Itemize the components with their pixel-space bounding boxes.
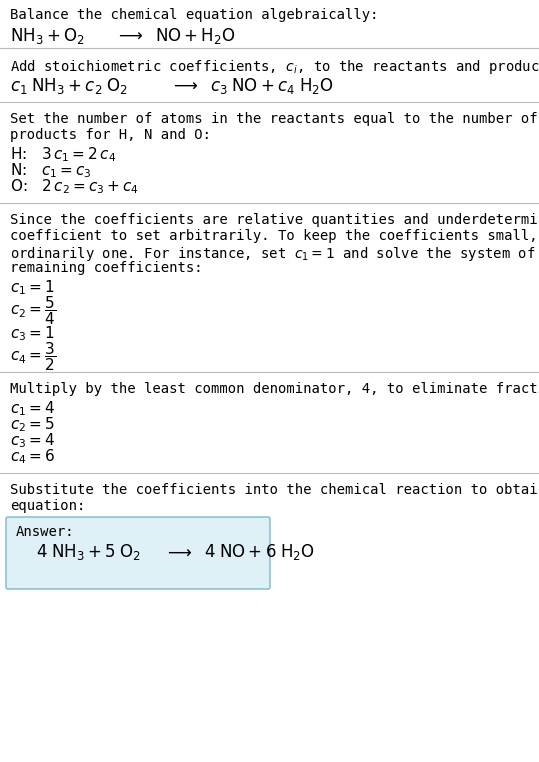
FancyBboxPatch shape (6, 517, 270, 589)
Text: N:   $c_1 = c_3$: N: $c_1 = c_3$ (10, 161, 92, 180)
Text: $c_1 = 1$: $c_1 = 1$ (10, 278, 54, 296)
Text: $c_3\;\mathrm{NO} + c_4\;\mathrm{H_2O}$: $c_3\;\mathrm{NO} + c_4\;\mathrm{H_2O}$ (210, 76, 334, 96)
Text: Add stoichiometric coefficients, $c_i$, to the reactants and products:: Add stoichiometric coefficients, $c_i$, … (10, 58, 539, 76)
Text: coefficient to set arbitrarily. To keep the coefficients small, the arbitrary va: coefficient to set arbitrarily. To keep … (10, 229, 539, 243)
Text: $c_4 = \dfrac{3}{2}$: $c_4 = \dfrac{3}{2}$ (10, 340, 56, 373)
Text: $c_1\;\mathrm{NH_3} + c_2\;\mathrm{O_2}$: $c_1\;\mathrm{NH_3} + c_2\;\mathrm{O_2}$ (10, 76, 128, 96)
Text: $\mathrm{NH_3 + O_2}$: $\mathrm{NH_3 + O_2}$ (10, 26, 85, 46)
Text: Balance the chemical equation algebraically:: Balance the chemical equation algebraica… (10, 8, 378, 22)
Text: products for H, N and O:: products for H, N and O: (10, 128, 211, 142)
Text: remaining coefficients:: remaining coefficients: (10, 261, 203, 275)
Text: Substitute the coefficients into the chemical reaction to obtain the balanced: Substitute the coefficients into the che… (10, 483, 539, 497)
Text: $4\;\mathrm{NO} + 6\;\mathrm{H_2O}$: $4\;\mathrm{NO} + 6\;\mathrm{H_2O}$ (204, 542, 315, 562)
Text: $\longrightarrow$: $\longrightarrow$ (164, 543, 192, 561)
Text: $c_1 = 4$: $c_1 = 4$ (10, 399, 55, 418)
Text: equation:: equation: (10, 499, 85, 513)
Text: Since the coefficients are relative quantities and underdetermined, choose a: Since the coefficients are relative quan… (10, 213, 539, 227)
Text: Multiply by the least common denominator, 4, to eliminate fractional coefficient: Multiply by the least common denominator… (10, 382, 539, 396)
Text: H:   $3\,c_1 = 2\,c_4$: H: $3\,c_1 = 2\,c_4$ (10, 145, 116, 164)
Text: Answer:: Answer: (16, 525, 74, 539)
Text: $\mathrm{NO + H_2O}$: $\mathrm{NO + H_2O}$ (155, 26, 236, 46)
Text: ordinarily one. For instance, set $c_1 = 1$ and solve the system of equations fo: ordinarily one. For instance, set $c_1 =… (10, 245, 539, 263)
Text: $\longrightarrow$: $\longrightarrow$ (170, 76, 198, 94)
Text: $c_4 = 6$: $c_4 = 6$ (10, 447, 55, 466)
Text: Set the number of atoms in the reactants equal to the number of atoms in the: Set the number of atoms in the reactants… (10, 112, 539, 126)
Text: $c_2 = 5$: $c_2 = 5$ (10, 415, 54, 434)
Text: $c_3 = 1$: $c_3 = 1$ (10, 324, 54, 343)
Text: O:   $2\,c_2 = c_3 + c_4$: O: $2\,c_2 = c_3 + c_4$ (10, 177, 139, 196)
Text: $4\;\mathrm{NH_3} + 5\;\mathrm{O_2}$: $4\;\mathrm{NH_3} + 5\;\mathrm{O_2}$ (36, 542, 141, 562)
Text: $c_2 = \dfrac{5}{4}$: $c_2 = \dfrac{5}{4}$ (10, 294, 56, 327)
Text: $\longrightarrow$: $\longrightarrow$ (115, 26, 143, 44)
Text: $c_3 = 4$: $c_3 = 4$ (10, 431, 55, 450)
